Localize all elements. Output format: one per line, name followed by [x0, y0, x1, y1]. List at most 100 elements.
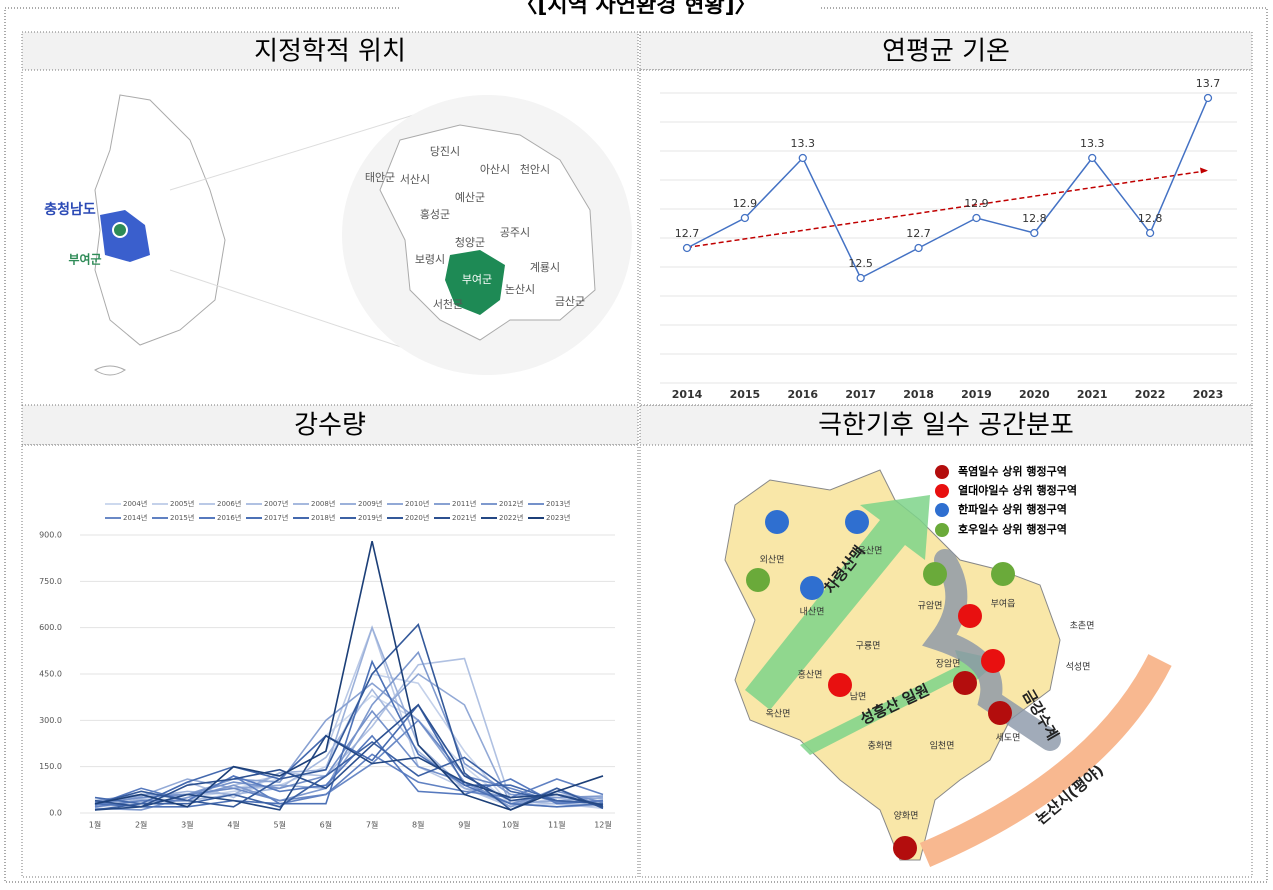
extreme-map	[724, 465, 1172, 867]
series-line	[94, 740, 604, 811]
panel-title: 지정학적 위치	[254, 37, 406, 67]
location-map	[94, 94, 632, 376]
town: 석성면	[1066, 662, 1091, 673]
y-tick-label: 0.0	[49, 809, 62, 818]
city: 서산시	[400, 173, 430, 186]
town: 부여읍	[991, 598, 1016, 610]
x-tick-label: 1월	[89, 820, 101, 830]
x-tick-label: 6월	[320, 820, 332, 830]
point	[1145, 228, 1155, 238]
town: 양화면	[894, 811, 919, 822]
point	[1203, 93, 1213, 103]
legend-entry: 2004년	[123, 499, 147, 508]
town: 초촌면	[1070, 621, 1095, 632]
point	[856, 273, 865, 283]
series-line	[94, 659, 604, 808]
legend-entry: 2020년	[405, 513, 429, 522]
town: 외산면	[760, 554, 785, 566]
y-tick-label: 900.0	[39, 531, 62, 540]
city: 서천군	[433, 297, 463, 311]
y-tick-label: 150.0	[39, 762, 62, 771]
x-tick-label: 2018	[903, 388, 934, 401]
y-tick-label: 750.0	[39, 577, 62, 586]
point	[740, 213, 750, 223]
x-tick-label: 8월	[412, 820, 424, 830]
city: 태안군	[365, 171, 395, 184]
x-tick-label: 2014	[672, 388, 703, 401]
x-tick-label: 2022	[1135, 388, 1166, 401]
legend-entry: 호우일수 상위 행정구역	[958, 522, 1067, 536]
town: 장암면	[936, 658, 961, 670]
series-line	[686, 97, 1209, 280]
x-tick-label: 2020	[1019, 388, 1050, 401]
y-tick-label: 450.0	[39, 670, 62, 679]
series-line	[94, 734, 604, 811]
point	[972, 213, 981, 223]
legend-entry: 2017년	[264, 513, 288, 522]
series-line	[94, 703, 604, 808]
x-tick-label: 2023	[1193, 388, 1224, 401]
data-label: 12.7	[906, 227, 931, 240]
data-label: 12.8	[1022, 212, 1047, 225]
x-tick-label: 5월	[274, 820, 286, 830]
x-tick-label: 11월	[548, 820, 566, 830]
x-tick-label: 4월	[227, 820, 239, 830]
legend-entry: 2006년	[217, 499, 241, 508]
title-bg	[400, 0, 820, 20]
trend-arrow	[1200, 167, 1208, 174]
x-tick-label: 2015	[730, 388, 761, 401]
point	[1088, 153, 1097, 163]
city: 홍성군	[420, 207, 450, 221]
data-label: 12.9	[964, 197, 989, 210]
panel-frames	[21, 31, 1253, 878]
data-label: 13.3	[791, 137, 816, 150]
legend-entry: 2012년	[499, 499, 523, 508]
series-line	[94, 703, 604, 805]
city: 아산시	[480, 163, 510, 176]
legend-entry: 2023년	[546, 513, 570, 522]
legend-entry: 2022년	[499, 513, 523, 522]
panel-title: 극한기후 일수 공간분포	[818, 411, 1074, 441]
town: 홍산면	[798, 669, 823, 681]
legend-entry: 2021년	[452, 513, 476, 522]
point	[1030, 228, 1039, 238]
legend-entry: 2008년	[311, 499, 335, 508]
town: 규암면	[918, 600, 943, 612]
legend-entry: 2009년	[358, 499, 382, 508]
series-line	[94, 709, 604, 805]
panel-title: 연평균 기온	[882, 37, 1010, 67]
legend-entry: 2016년	[217, 513, 241, 522]
x-tick-label: 2021	[1077, 388, 1108, 401]
series-line	[94, 541, 604, 811]
town: 은산면	[858, 546, 883, 557]
legend-entry: 2011년	[452, 499, 476, 508]
town: 내산면	[800, 607, 825, 618]
town: 세도면	[996, 733, 1021, 744]
legend-entry: 2007년	[264, 499, 288, 508]
data-label: 12.7	[675, 227, 700, 240]
point	[798, 153, 807, 163]
x-tick-label: 9월	[458, 820, 470, 830]
legend-entry: 2005년	[170, 499, 194, 508]
legend-entry: 2013년	[546, 499, 570, 508]
x-tick-label: 2017	[845, 388, 876, 401]
legend-entry: 2018년	[311, 513, 335, 522]
x-tick-label: 10월	[502, 820, 520, 830]
city: 예산군	[455, 191, 485, 204]
data-label: 13.7	[1196, 77, 1221, 90]
data-label: 13.3	[1080, 137, 1105, 150]
x-tick-label: 12월	[594, 820, 612, 830]
extreme-legend: 폭염일수 상위 행정구역 열대야일수 상위 행정구역 한파일수 상위 행정구역 …	[958, 464, 1077, 536]
legend-entry: 2015년	[170, 513, 194, 522]
x-tick-label: 2019	[961, 388, 992, 401]
city: 보령시	[415, 253, 445, 266]
series-line	[94, 753, 604, 808]
city-labels: 당진시 아산시 천안시 태안군 서산시 예산군 홍성군 공주시 청양군 보령시 …	[365, 145, 585, 311]
city: 당진시	[430, 145, 460, 158]
legend-entry: 2010년	[405, 499, 429, 508]
point	[682, 243, 692, 253]
legend-entry: 열대야일수 상위 행정구역	[958, 483, 1077, 497]
city: 부여군	[462, 273, 492, 286]
